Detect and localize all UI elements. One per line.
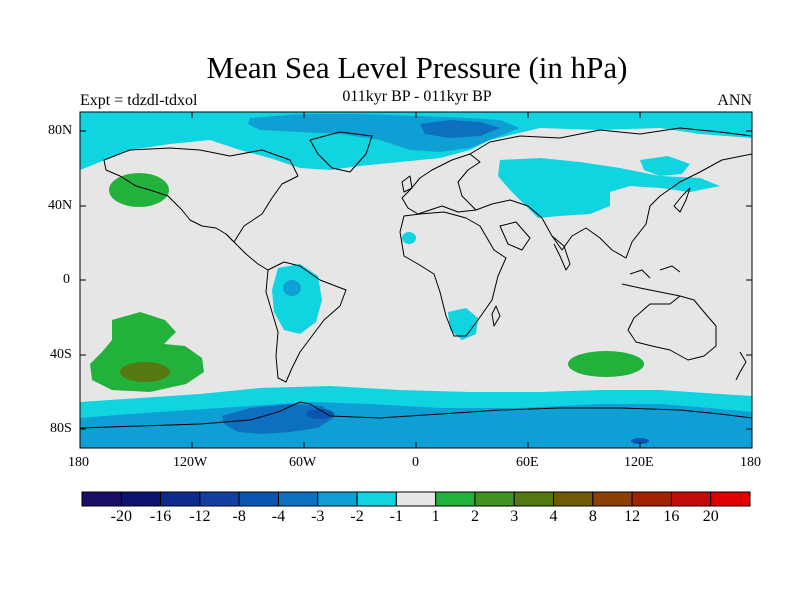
- colorbar-label: 4: [549, 508, 558, 525]
- colorbar-box: [238, 491, 279, 507]
- season-label: ANN: [717, 92, 752, 109]
- colorbar-label: -12: [189, 508, 211, 525]
- colorbar: [81, 491, 751, 507]
- lon-label-0: 0: [412, 455, 419, 470]
- plot-title: Mean Sea Level Pressure (in hPa): [206, 50, 628, 85]
- antarctic-anomaly-spot: [631, 438, 649, 444]
- colorbar-label: -2: [350, 508, 364, 525]
- coast-north-america: [103, 147, 299, 243]
- coast-arabia: [499, 221, 531, 251]
- colorbar-box: [277, 491, 319, 507]
- colorbar-box: [435, 491, 476, 507]
- colorbar-label: -8: [232, 508, 246, 525]
- coast-new-zealand: [735, 351, 747, 381]
- coast-africa: [399, 211, 507, 337]
- colorbar-box: [631, 491, 672, 507]
- colorbar-box: [356, 491, 397, 507]
- lon-label-60w: 60W: [289, 455, 317, 470]
- spacific-high-core: [120, 362, 170, 382]
- eastasia-anomaly: [640, 156, 690, 176]
- coast-india: [551, 235, 571, 271]
- colorbar-label: 2: [470, 508, 479, 525]
- colorbar-label: 16: [663, 508, 680, 525]
- colorbar-box: [513, 491, 555, 507]
- colorbar-label: 3: [510, 508, 519, 525]
- asia-anomaly: [498, 158, 720, 218]
- lon-label-180e: 180: [740, 455, 761, 470]
- samerica-anomaly-core: [283, 280, 301, 296]
- indian-ocean-high: [568, 351, 644, 377]
- colorbar-label: 1: [431, 508, 440, 525]
- lat-label-0: 0: [63, 272, 70, 287]
- plot-subtitle: 011kyr BP - 011kyr BP: [342, 88, 492, 105]
- colorbar-box: [160, 491, 201, 507]
- coast-indonesia: [621, 265, 681, 297]
- colorbar-box: [317, 491, 358, 507]
- lat-label-80n: 80N: [48, 123, 73, 138]
- coastlines: [80, 127, 752, 429]
- samerica-anomaly: [272, 264, 322, 334]
- lat-label-40n: 40N: [48, 198, 73, 213]
- lat-label-40s: 40S: [50, 347, 72, 362]
- colorbar-label: 20: [702, 508, 719, 525]
- colorbar-box: [395, 491, 437, 507]
- colorbar-box: [670, 491, 712, 507]
- coast-madagascar: [491, 305, 501, 327]
- safrica-anomaly: [448, 308, 478, 340]
- antarctic-anomaly-core: [306, 409, 334, 419]
- npacific-high: [109, 173, 169, 207]
- colorbar-box: [120, 491, 162, 507]
- coast-japan: [673, 187, 691, 213]
- sahara-anomaly: [402, 232, 416, 244]
- coast-central-america: [225, 233, 269, 271]
- colorbar-box: [710, 491, 751, 507]
- map-ticks: [80, 112, 752, 448]
- lon-label-120e: 120E: [624, 455, 654, 470]
- colorbar-box: [199, 491, 240, 507]
- antarctic-anomaly-dark: [222, 404, 336, 434]
- coast-australia: [627, 295, 717, 361]
- coast-europe: [401, 153, 481, 215]
- lon-label-120w: 120W: [173, 455, 208, 470]
- colorbar-label: -4: [271, 508, 286, 525]
- colorbar-label: 12: [624, 508, 641, 525]
- colorbar-box: [592, 491, 633, 507]
- coast-antarctica: [80, 401, 752, 429]
- colorbar-label: -20: [110, 508, 132, 525]
- lat-label-80s: 80S: [50, 421, 72, 436]
- lon-label-180w: 180: [68, 455, 89, 470]
- colorbar-label: 8: [588, 508, 597, 525]
- colorbar-label: -16: [149, 508, 172, 525]
- coast-south-america: [265, 261, 347, 383]
- experiment-label: Expt = tdzdl-tdxol: [80, 92, 198, 109]
- map-panel: [80, 112, 752, 448]
- arctic-anomaly-dark: [420, 120, 500, 138]
- lon-label-60e: 60E: [516, 455, 539, 470]
- coast-uk: [401, 175, 413, 193]
- spacific-high: [90, 312, 204, 392]
- coast-greenland: [309, 131, 373, 173]
- colorbar-label: -3: [311, 508, 325, 525]
- colorbar-box: [553, 491, 594, 507]
- colorbar-box: [474, 491, 515, 507]
- colorbar-label: -1: [389, 508, 403, 525]
- colorbar-box: [81, 491, 122, 507]
- coast-asia: [469, 127, 752, 259]
